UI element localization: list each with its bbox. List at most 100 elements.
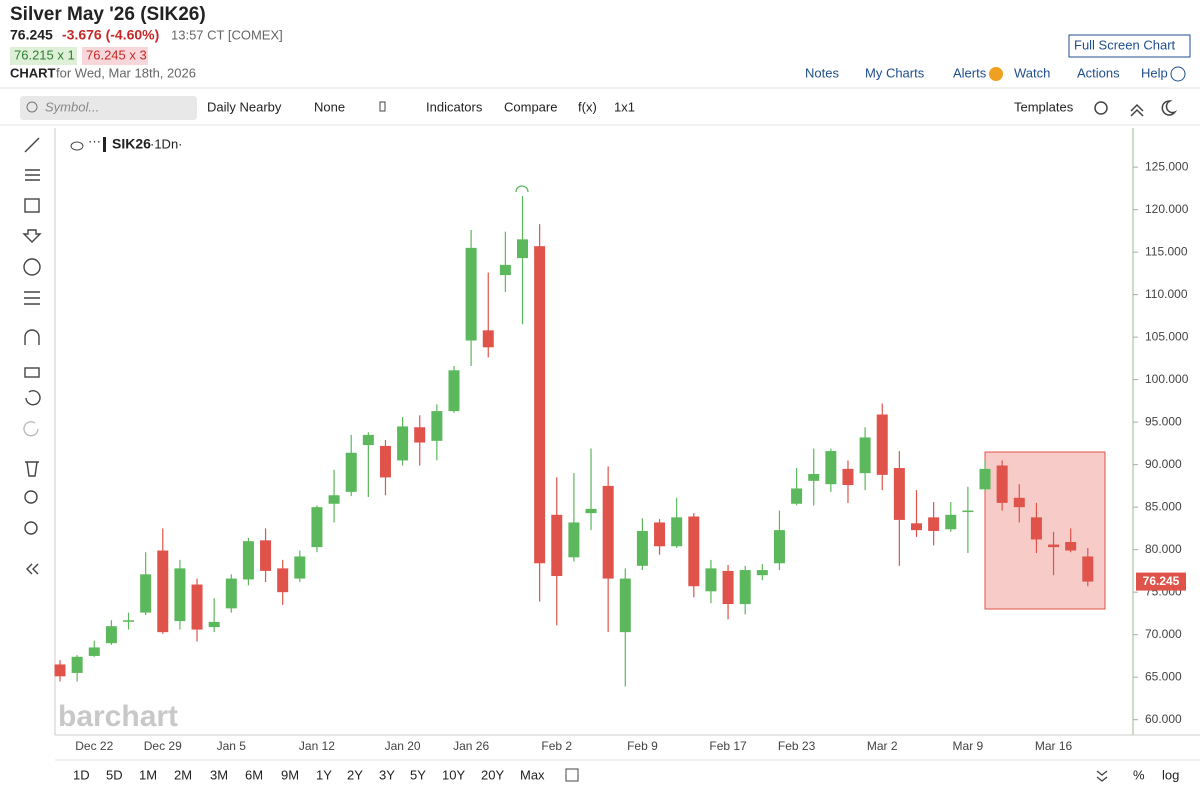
tool-rect[interactable] [24,198,40,213]
period-button[interactable]: 5Y [410,767,426,782]
bid: 76.215 x 1 [14,47,75,62]
eye-icon[interactable] [70,141,84,151]
candle-body [534,246,546,564]
candle-body [105,626,117,644]
tool-pattern[interactable] [24,291,40,305]
watch-link[interactable]: Watch [1014,65,1050,80]
y-tick-label: 85.000 [1145,499,1182,513]
candle-body [517,239,529,259]
expand-icon[interactable] [1096,770,1108,782]
legend-menu[interactable]: ··· [88,133,101,148]
notes-link[interactable]: Notes [805,65,839,80]
tool-hide[interactable] [26,563,39,575]
candle-body [1030,517,1042,540]
period-button[interactable]: 1D [73,767,90,782]
toolbar-item[interactable]: 1x1 [614,99,635,114]
tool-delete[interactable] [25,461,39,477]
tool-undo[interactable] [25,390,41,406]
period-button[interactable]: 2M [174,767,192,782]
settings-icon[interactable] [1094,101,1108,115]
candle-icon[interactable] [379,101,386,112]
toolbar-item[interactable]: f(x) [578,99,597,114]
y-tick-label: 120.000 [1145,202,1189,216]
period-button[interactable]: 6M [245,767,263,782]
tool-count[interactable] [23,258,41,276]
y-tick-label: 100.000 [1145,372,1189,386]
x-tick-label: Jan 26 [453,739,489,753]
calendar-icon[interactable] [565,768,579,782]
candle-body [636,530,648,566]
period-button[interactable]: 20Y [481,767,504,782]
period-button[interactable]: 1M [139,767,157,782]
y-tick-label: 105.000 [1145,329,1189,343]
full-screen-text[interactable]: Full Screen Chart [1074,37,1176,52]
time: 13:57 CT [COMEX] [171,27,283,42]
x-tick-label: Feb 23 [778,739,816,753]
actions-link[interactable]: Actions [1077,65,1120,80]
tool-arrow[interactable] [22,229,42,243]
period-button[interactable]: 2Y [347,767,363,782]
collapse-icon[interactable] [1130,103,1144,117]
period-button[interactable]: 9M [281,767,299,782]
candle-body [448,370,460,412]
tool-magnet[interactable] [24,329,40,345]
candle-body [962,510,974,513]
candle-body [1048,544,1060,548]
x-tick-label: Feb 2 [541,739,572,753]
percent-option[interactable]: % [1133,767,1145,782]
period-button[interactable]: 3M [210,767,228,782]
candle-body [277,568,289,593]
chart-date: for Wed, Mar 18th, 2026 [56,65,196,80]
y-tick-label: 60.000 [1145,712,1182,726]
candle-body [928,517,940,531]
tool-zoom-out[interactable] [24,521,38,535]
candle-body [945,514,957,530]
period-button[interactable]: 3Y [379,767,395,782]
candle-body [688,516,700,587]
full-screen-button[interactable] [1068,34,1191,58]
x-tick-label: Jan 12 [299,739,335,753]
tool-zoom-in[interactable] [24,490,38,504]
toolbar-item[interactable]: Compare [504,99,557,114]
candle-body [705,568,717,592]
period-bar: 1D 5D 1M 2M 3M 6M 9M 1Y 2Y 3Y 5Y 10Y 20Y Max [73,767,545,782]
my-charts-link[interactable]: My Charts [865,65,925,80]
period-button[interactable]: 5D [106,767,123,782]
log-option[interactable]: log [1162,767,1179,782]
candle-body [482,330,494,348]
y-tick-label: 70.000 [1145,627,1182,641]
theme-icon[interactable] [1161,100,1178,116]
candle-body [1082,556,1094,582]
symbol-input[interactable] [20,96,197,120]
candle-body [225,578,237,609]
templates[interactable]: Templates [1014,99,1074,114]
toolbar-item[interactable]: None [314,99,345,114]
y-tick-label: 110.000 [1145,287,1188,301]
toolbar-item[interactable]: Daily Nearby [207,99,282,114]
ask: 76.245 x 3 [86,47,147,62]
y-tick-label: 90.000 [1145,457,1182,471]
tool-lock[interactable] [24,367,40,378]
candle-body [722,570,734,605]
x-tick-label: Mar 16 [1035,739,1073,753]
x-tick-label: Mar 2 [867,739,898,753]
candle-body [123,620,135,622]
candle-body [191,584,203,630]
tool-line[interactable] [24,137,40,153]
candle-body [996,465,1008,503]
tool-redo[interactable] [23,421,39,437]
tool-fib[interactable] [25,169,40,181]
toolbar-item[interactable]: Indicators [426,99,483,114]
candle-body [311,507,323,548]
candle-body [791,488,803,504]
period-button[interactable]: 1Y [316,767,332,782]
period-button[interactable]: Max [520,767,545,782]
help-link[interactable]: Help [1141,65,1168,80]
period-button[interactable]: 10Y [442,767,465,782]
plot: 60.00065.00070.00075.00080.00085.00090.0… [54,159,1189,753]
alerts-link[interactable]: Alerts [953,65,987,80]
symbol-placeholder[interactable]: Symbol... [45,99,99,114]
peak-marker [515,185,529,193]
